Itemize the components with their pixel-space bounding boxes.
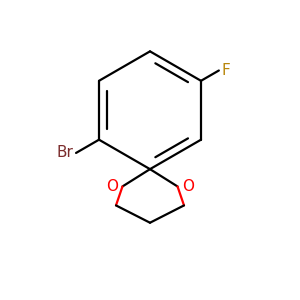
- Text: Br: Br: [57, 146, 74, 160]
- Text: F: F: [221, 63, 230, 78]
- Text: O: O: [106, 179, 118, 194]
- Text: O: O: [182, 179, 194, 194]
